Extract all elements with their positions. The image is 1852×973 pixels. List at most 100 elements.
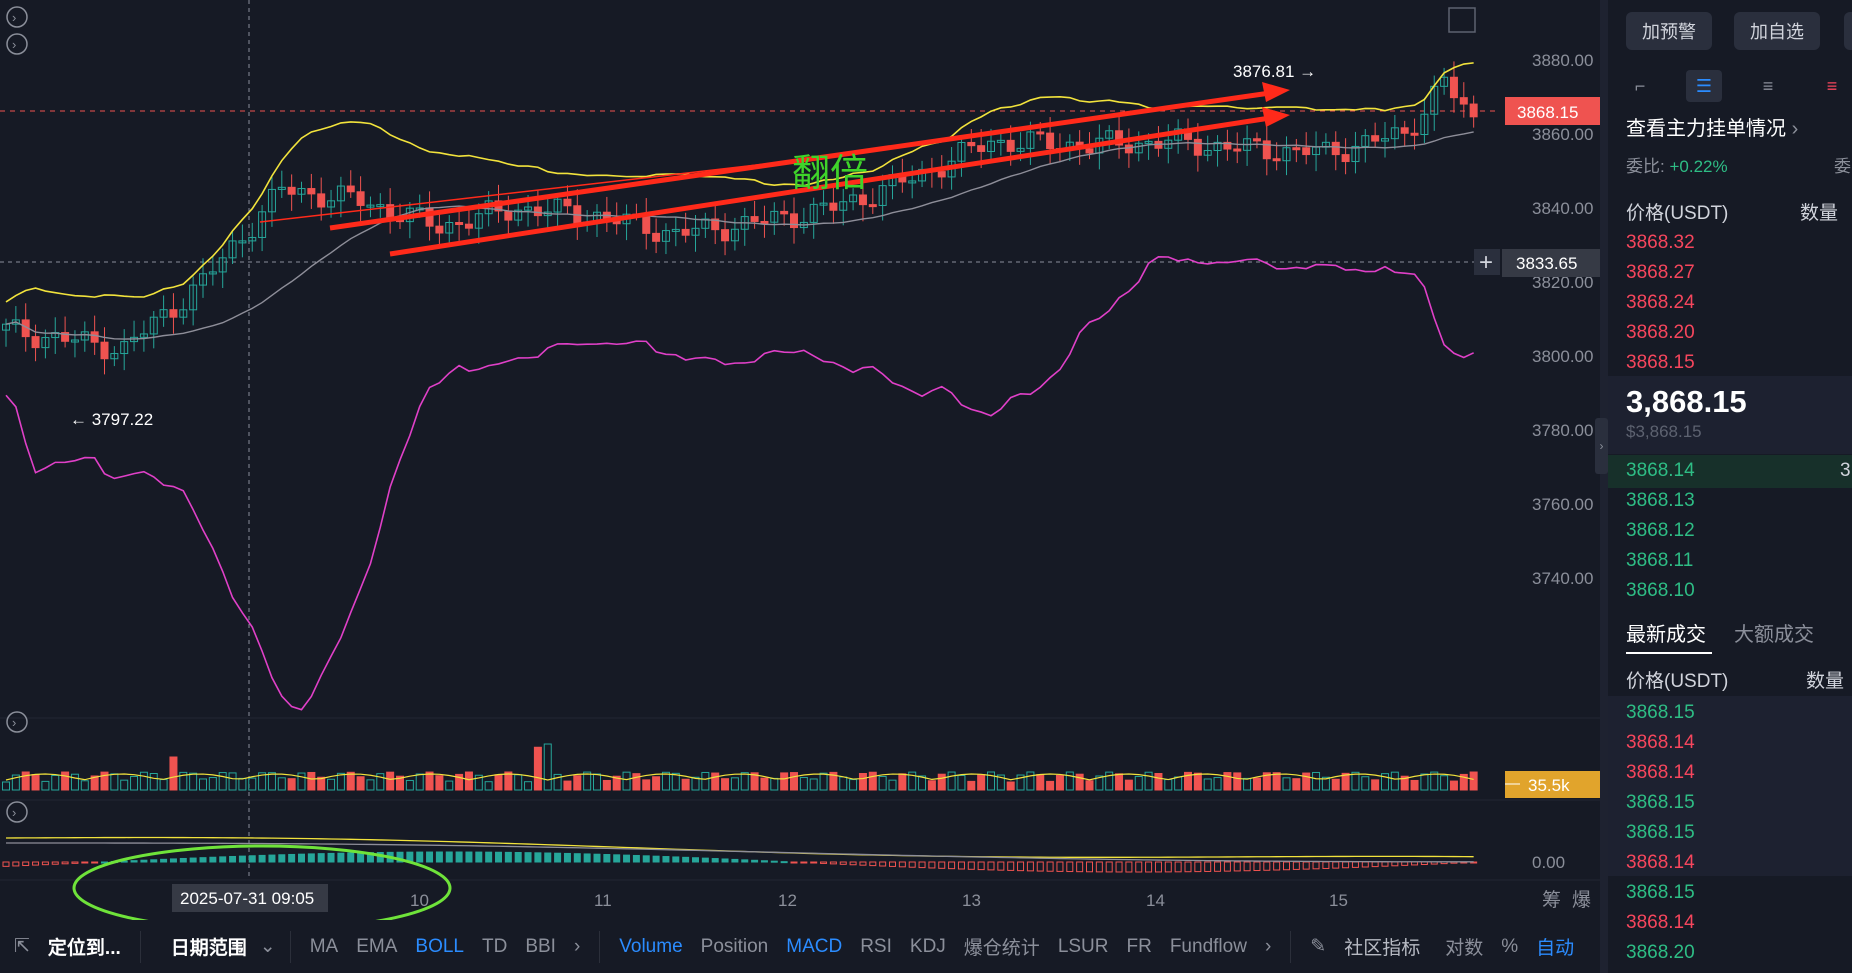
macd-bar [1086,861,1093,873]
chevron-right-icon[interactable]: › [573,935,581,957]
highlight-ellipse [72,844,452,920]
candle-body [120,341,129,355]
ask-row[interactable]: 3868.27 [1626,262,1695,283]
overlay-boll[interactable]: BOLL [415,935,464,957]
tab-large-trades[interactable]: 大额成交 [1734,624,1814,646]
volume-bar [474,774,483,791]
indicator-position[interactable]: Position [700,935,769,957]
overlay-td[interactable]: TD [481,935,508,957]
macd-bar [32,861,40,866]
overlay-ma[interactable]: MA [309,935,339,957]
chevron-right-icon[interactable]: › [1264,935,1272,957]
ask-row[interactable]: 3868.32 [1626,232,1695,253]
macd-bar [997,861,1005,871]
indicator-liquidation[interactable]: 爆仓统计 [963,938,1040,959]
svg-text:›: › [12,10,16,25]
log-scale-toggle[interactable]: 对数 [1445,938,1484,959]
macd-bar [632,854,640,863]
macd-bar [455,851,463,863]
macd-bar [1095,861,1103,873]
more-button[interactable] [1844,12,1852,50]
chevron-down-icon[interactable]: ⌄ [259,936,276,957]
volume-bar [31,774,40,791]
bid-row[interactable]: 3868.13 [1626,490,1695,511]
tab-latest-trades[interactable]: 最新成交 [1626,624,1706,646]
bids-only-icon[interactable]: ≡ [1762,75,1774,96]
locate-icon[interactable]: ⇱ [14,936,30,957]
price-axis-label: 3820.00 [1532,273,1593,292]
axis-right-label-1[interactable]: 筹 [1542,889,1561,911]
asks-only-icon[interactable]: ≡ [1826,75,1838,96]
indicator-lsur[interactable]: LSUR [1057,935,1109,957]
macd-axis-label: 0.00 [1532,853,1565,872]
volume-bar [1046,780,1055,791]
kline-chart[interactable]: 翻倍 3880.00 3860.00 3840.00 3820.00 3800.00 37… [0,0,1600,920]
macd-bar [652,855,660,863]
locate-button[interactable]: 定位到... [47,938,121,959]
bid-depth-bar [1608,455,1852,488]
candle-body [41,337,50,349]
macd-bar [977,861,985,871]
ob-col-price: 价格(USDT) [1626,203,1729,224]
ask-row[interactable]: 3868.20 [1626,322,1695,343]
macd-bar [642,855,650,863]
axis-right-label-2[interactable]: 爆 [1572,889,1591,911]
indicator-fr[interactable]: FR [1126,935,1152,957]
volume-bar [780,772,789,791]
auto-scale-toggle[interactable]: 自动 [1536,938,1575,959]
orderbook-view-tabs: ⌐ ☰ ≡ ≡ [1622,70,1850,102]
macd-bar [957,861,965,870]
percent-scale-toggle[interactable]: % [1501,935,1519,957]
both-sides-icon[interactable]: ☰ [1686,70,1722,102]
volume-bar [1331,778,1340,791]
indicator-kdj[interactable]: KDJ [909,935,946,957]
bid-row[interactable]: 3868.12 [1626,520,1695,541]
bid-row[interactable]: 3868.14 [1626,460,1695,481]
main-orders-link[interactable]: 查看主力挂单情况 › [1626,112,1798,141]
collapse-panel-icon[interactable]: › [1595,418,1608,474]
overlay-bbi[interactable]: BBI [525,935,556,957]
add-alert-button[interactable]: 加预警 [1626,12,1712,50]
macd-bar [1184,861,1192,873]
community-indicators[interactable]: 社区指标 [1344,938,1421,959]
volume-bar [100,771,109,791]
macd-bar [573,853,581,863]
macd-bar [790,861,798,864]
add-watchlist-button[interactable]: 加自选 [1734,12,1820,50]
volume-bar [632,773,641,791]
macd-bar [1174,861,1182,873]
indicator-macd[interactable]: MACD [786,935,843,957]
date-range-button[interactable]: 日期范围 [170,938,247,959]
indicator-volume[interactable]: Volume [619,935,683,957]
indicator-rsi[interactable]: RSI [860,935,892,957]
edit-icon[interactable]: ✎ [1310,936,1327,957]
bid-row[interactable]: 3868.11 [1626,550,1694,571]
bid-row[interactable]: 3868.10 [1626,580,1695,601]
volume-bar [445,780,454,791]
macd-bar [189,857,197,863]
crosshair-add-button[interactable] [1474,249,1500,275]
macd-bar [1017,861,1025,872]
candle-body [849,194,858,203]
volume-bar [1361,776,1370,791]
overlay-ema[interactable]: EMA [356,935,398,957]
volume-bar [711,772,720,791]
ask-row[interactable]: 3868.15 [1626,352,1695,373]
depth-view-icon[interactable]: ⌐ [1634,75,1646,96]
ask-row[interactable]: 3868.24 [1626,292,1695,313]
volume-bar [987,771,995,791]
collapse-icons[interactable]: › › › › [6,6,28,823]
macd-bar [583,853,591,863]
candle-body [760,220,769,224]
macd-bar [908,861,916,868]
candle-body [258,211,267,238]
indicator-fundflow[interactable]: Fundflow [1169,935,1247,957]
volume-bar [484,781,493,791]
volume-bar [376,773,385,791]
plus-icon[interactable]: + [1479,249,1493,276]
fullscreen-icon[interactable] [1448,7,1476,33]
candle-body [1262,140,1271,160]
candle-body [721,229,730,242]
panel-divider[interactable] [1600,0,1608,973]
candle-body [809,203,818,223]
